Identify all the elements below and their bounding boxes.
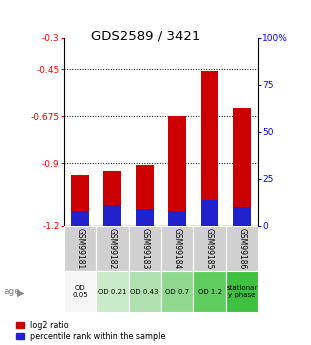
Text: OD 1.2: OD 1.2	[197, 288, 221, 295]
Bar	[233, 108, 251, 226]
Bar	[201, 71, 218, 226]
Text: ▶: ▶	[17, 288, 25, 297]
Bar	[128, 226, 161, 271]
Text: GSM99185: GSM99185	[205, 228, 214, 269]
Bar	[64, 271, 96, 312]
Text: GSM99184: GSM99184	[173, 228, 182, 269]
Bar	[128, 271, 161, 312]
Bar	[104, 205, 121, 226]
Bar	[193, 271, 226, 312]
Text: GDS2589 / 3421: GDS2589 / 3421	[91, 29, 201, 42]
Text: age: age	[3, 287, 20, 296]
Bar	[168, 116, 186, 226]
Text: stationar
y phase: stationar y phase	[226, 285, 258, 298]
Text: OD
0.05: OD 0.05	[72, 285, 88, 298]
Bar	[233, 207, 251, 226]
Bar	[96, 226, 128, 271]
Bar	[64, 226, 96, 271]
Bar	[201, 200, 218, 226]
Bar	[161, 271, 193, 312]
Text: OD 0.21: OD 0.21	[98, 288, 127, 295]
Text: GSM99183: GSM99183	[140, 228, 149, 269]
Bar	[96, 271, 128, 312]
Text: GSM99186: GSM99186	[237, 228, 246, 269]
Bar	[71, 211, 89, 226]
Text: OD 0.7: OD 0.7	[165, 288, 189, 295]
Bar	[168, 211, 186, 226]
Text: GSM99181: GSM99181	[76, 228, 85, 269]
Text: OD 0.43: OD 0.43	[131, 288, 159, 295]
Bar	[71, 175, 89, 226]
Bar	[226, 271, 258, 312]
Bar	[161, 226, 193, 271]
Bar	[104, 171, 121, 226]
Bar	[226, 226, 258, 271]
Bar	[136, 209, 154, 226]
Text: GSM99182: GSM99182	[108, 228, 117, 269]
Legend: log2 ratio, percentile rank within the sample: log2 ratio, percentile rank within the s…	[16, 321, 165, 341]
Bar	[193, 226, 226, 271]
Bar	[136, 165, 154, 226]
